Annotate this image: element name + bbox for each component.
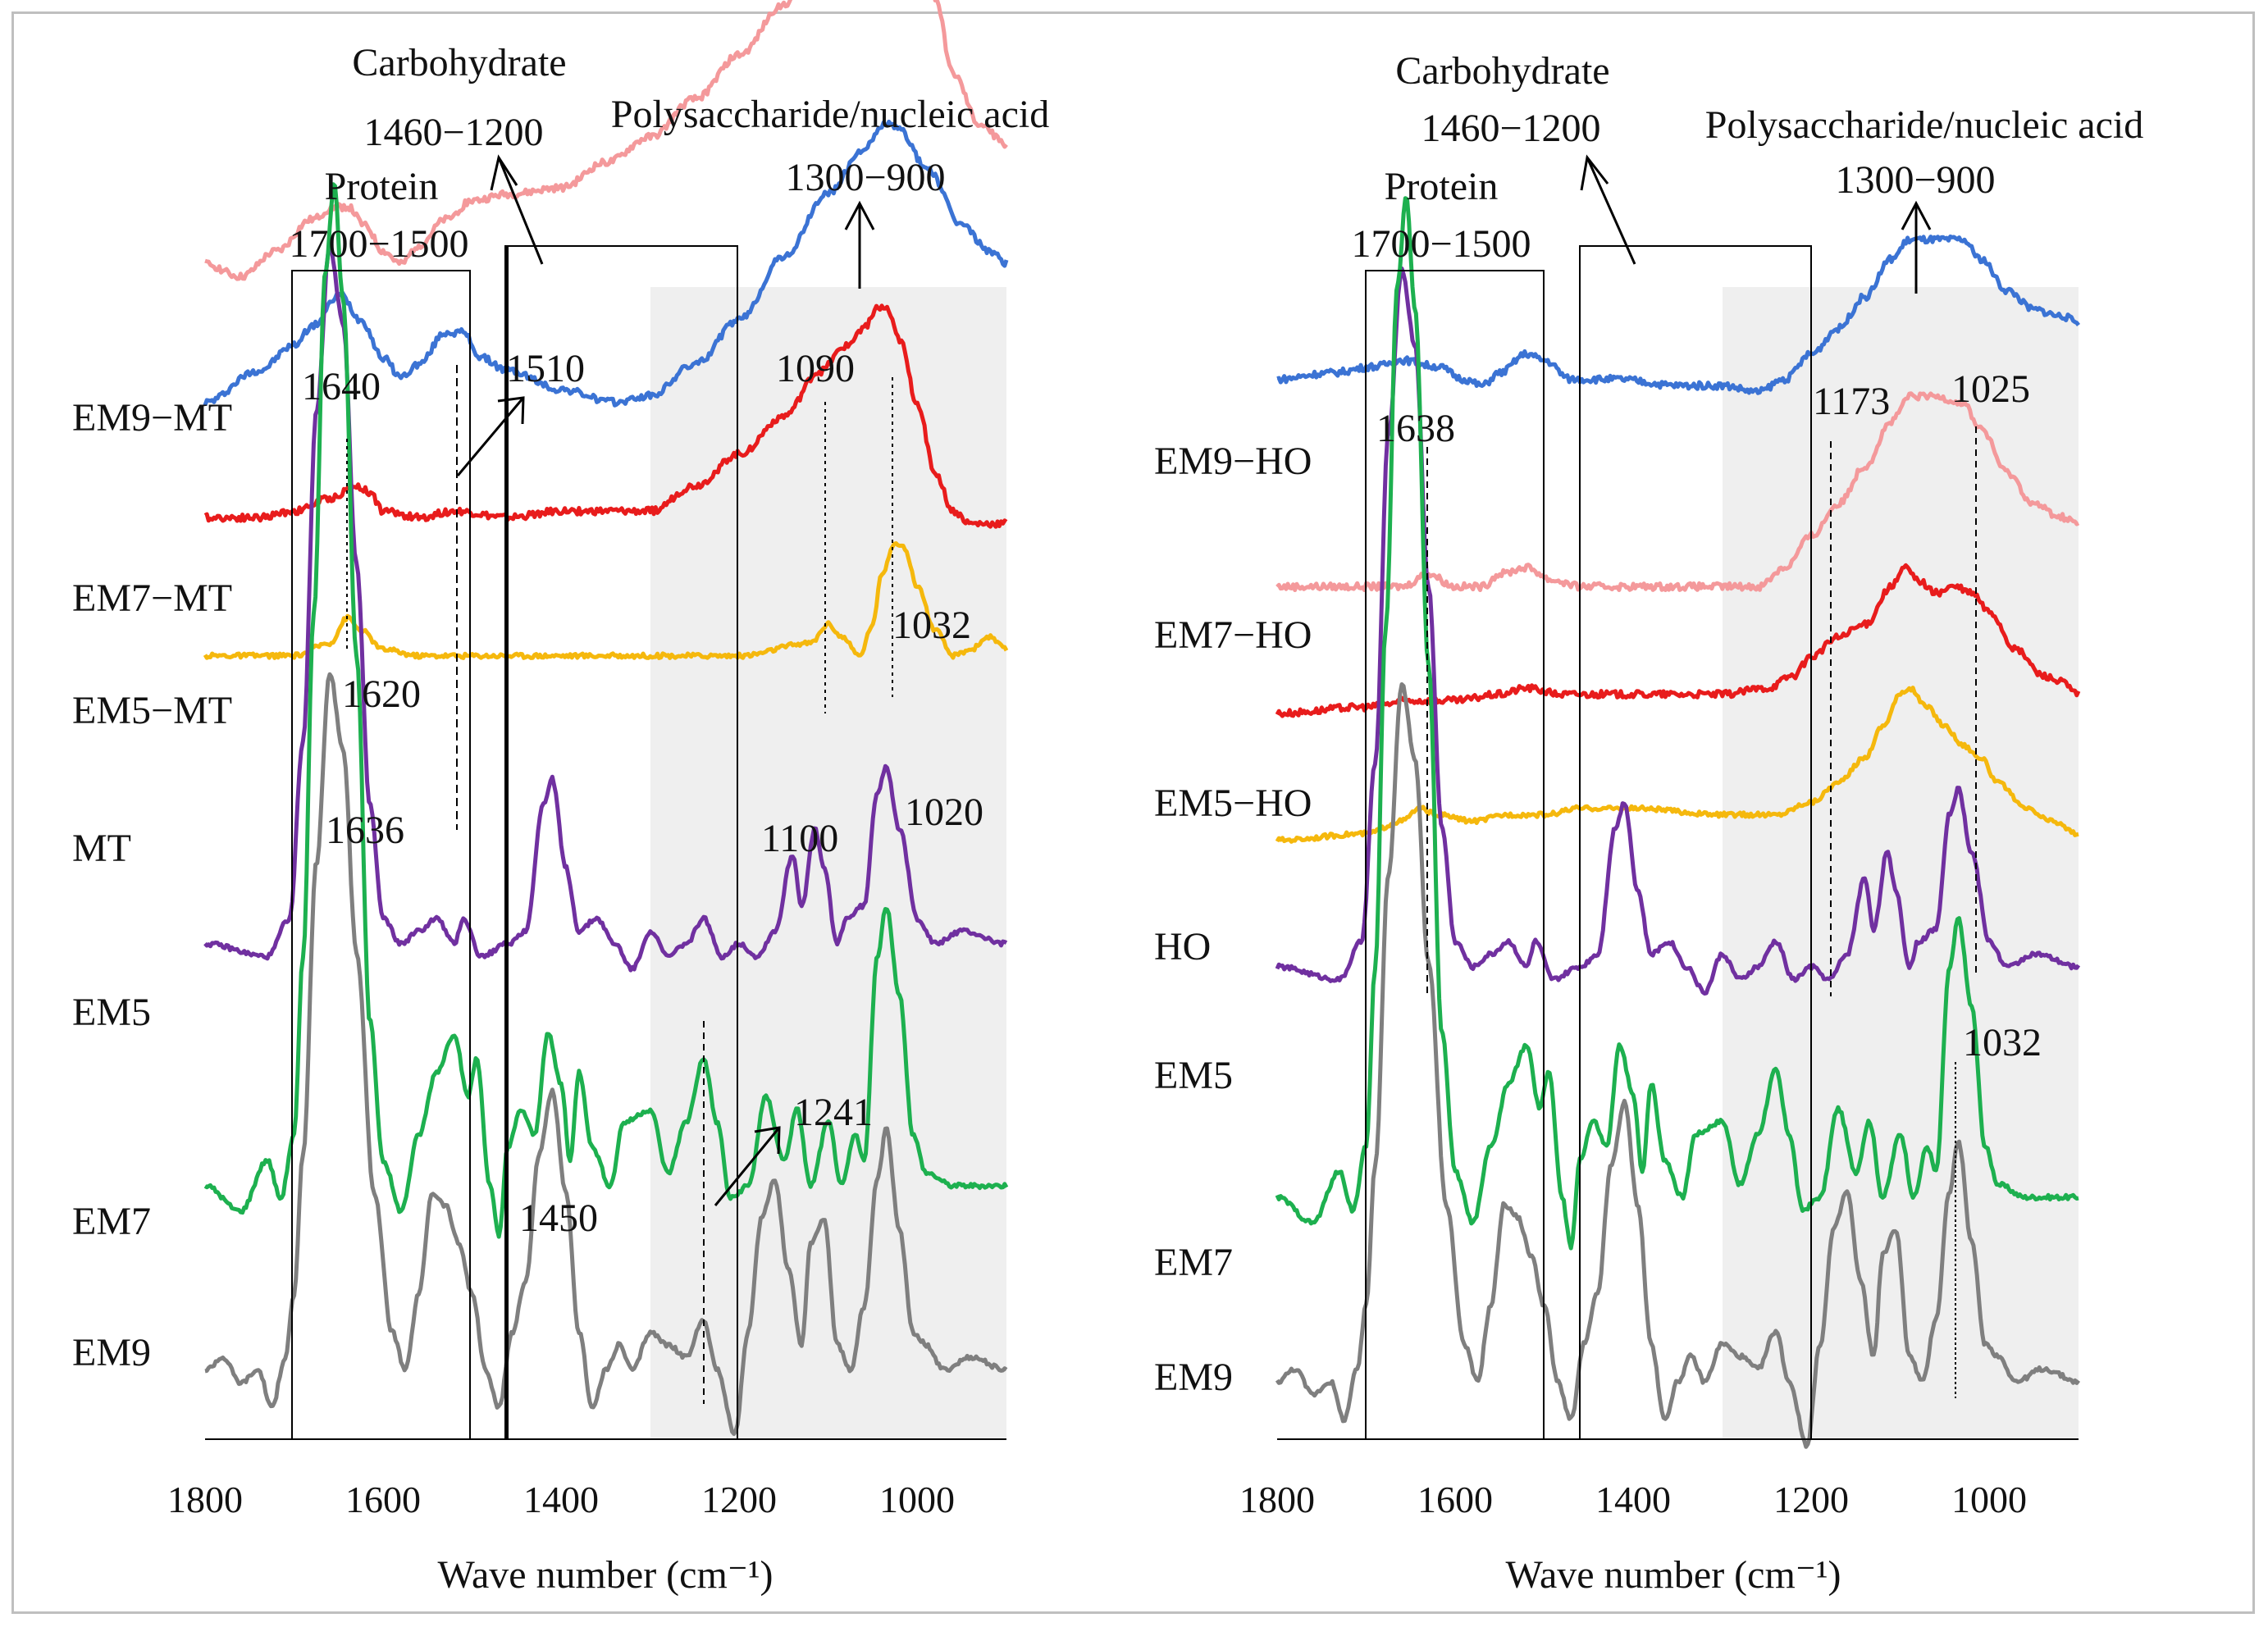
series-label: EM5 <box>1154 1054 1233 1097</box>
series-label: EM5−MT <box>72 689 232 732</box>
peak-annotation: 1032 <box>892 604 971 647</box>
series-label: EM7 <box>72 1200 151 1243</box>
peak-annotation: 1620 <box>342 672 421 716</box>
carbohydrate-label: Carbohydrate <box>352 41 566 84</box>
x-tick-label: 1200 <box>1773 1479 1849 1520</box>
peak-annotation: 1638 <box>1376 407 1455 450</box>
series-label: EM9 <box>1154 1356 1233 1399</box>
spectrum-line-em9 <box>1275 682 2081 1449</box>
spectrum-line-em5-ho <box>1275 563 2081 718</box>
spectrum-line-em7 <box>203 182 1009 1239</box>
series-label: EM9−HO <box>1154 440 1312 483</box>
spectrum-line-em7 <box>1275 196 2079 1251</box>
carbohydrate-arrow <box>1586 157 1636 265</box>
carbohydrate-range: 1460−1200 <box>363 111 543 154</box>
protein-range: 1700−1500 <box>1351 222 1531 266</box>
polysaccharide-label: Polysaccharide/nucleic acid <box>1705 103 2143 147</box>
carbohydrate-arrow-head <box>490 154 518 191</box>
x-tick-label: 1600 <box>345 1479 421 1520</box>
x-tick-label: 1200 <box>701 1479 777 1520</box>
left-panel: 1800 1600 1400 1200 1000 Wave number (cm… <box>72 0 1049 1597</box>
series-label: EM9 <box>72 1331 151 1374</box>
spectrum-line-em7-ho <box>1275 391 2080 592</box>
peak-annotation: 1640 <box>302 365 381 408</box>
x-tick-label: 1800 <box>1239 1479 1315 1520</box>
peak-annotation: 1032 <box>1963 1021 2042 1064</box>
peak-annotation: 1173 <box>1813 380 1890 423</box>
x-axis-label: Wave number (cm⁻¹) <box>437 1553 773 1597</box>
annotation-arrow-1510-head <box>497 396 525 425</box>
x-tick-label: 1600 <box>1417 1479 1493 1520</box>
peak-annotation: 1100 <box>761 817 838 860</box>
series-label: HO <box>1154 925 1211 968</box>
polysaccharide-arrow-head <box>844 200 875 230</box>
spectrum-line-em9-ho <box>1276 234 2080 395</box>
right-panel: 1800 1600 1400 1200 1000 Wave number (cm… <box>1154 49 2143 1597</box>
peak-annotation: 1450 <box>519 1196 598 1240</box>
peak-annotation: 1020 <box>905 791 983 834</box>
polysaccharide-range: 1300−900 <box>1835 158 1995 202</box>
carbohydrate-arrow <box>497 157 544 265</box>
annotation-arrow-1241-head <box>754 1126 781 1155</box>
x-axis-label: Wave number (cm⁻¹) <box>1505 1553 1841 1597</box>
series-label: MT <box>72 827 131 870</box>
spectrum-line-em5 <box>203 244 1008 973</box>
series-label: EM7−HO <box>1154 613 1312 657</box>
protein-label: Protein <box>325 165 439 208</box>
protein-label: Protein <box>1385 165 1499 208</box>
spectrum-line-ho <box>1275 686 2079 844</box>
peak-annotation: 1025 <box>1951 367 2030 411</box>
x-tick-label: 1000 <box>1951 1479 2027 1520</box>
series-label: EM7 <box>1154 1241 1233 1284</box>
polysaccharide-range: 1300−900 <box>785 156 945 199</box>
peak-annotation: 1241 <box>794 1091 873 1134</box>
spectrum-line-em5 <box>1275 266 2081 996</box>
carbohydrate-arrow-head <box>1580 154 1609 191</box>
x-tick-label: 1800 <box>167 1479 243 1520</box>
series-label: EM5−HO <box>1154 782 1312 825</box>
protein-range: 1700−1500 <box>289 222 468 266</box>
annotation-arrow-1241 <box>714 1127 781 1206</box>
polysaccharide-label: Polysaccharide/nucleic acid <box>611 93 1049 136</box>
series-label: EM9−MT <box>72 396 232 440</box>
x-tick-label: 1400 <box>523 1479 599 1520</box>
spectrum-line-em9 <box>204 672 1008 1436</box>
x-tick-label: 1000 <box>879 1479 955 1520</box>
peak-annotation: 1636 <box>326 809 404 852</box>
spectrum-line-mt <box>203 541 1009 660</box>
x-tick-label: 1400 <box>1595 1479 1671 1520</box>
peak-annotation: 1090 <box>776 347 855 390</box>
carbohydrate-range: 1460−1200 <box>1421 107 1600 150</box>
polysaccharide-arrow-head <box>1901 200 1932 230</box>
peak-annotation: 1510 <box>506 347 585 390</box>
carbohydrate-label: Carbohydrate <box>1395 49 1609 93</box>
series-label: EM5 <box>72 991 151 1034</box>
spectrum-line-em5-mt <box>203 303 1008 529</box>
annotation-arrow-1510 <box>456 397 525 476</box>
series-label: EM7−MT <box>72 577 232 620</box>
